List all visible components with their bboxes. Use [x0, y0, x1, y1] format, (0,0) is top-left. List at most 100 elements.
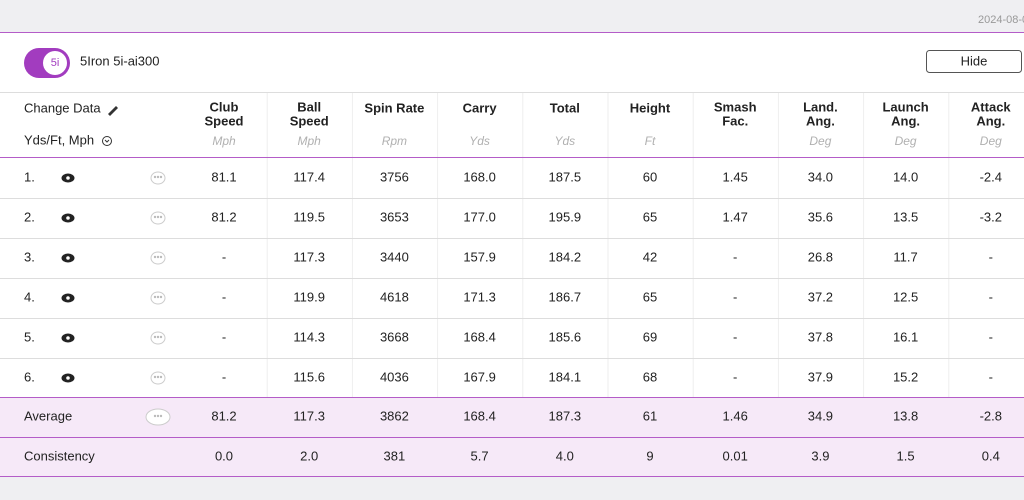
- group-icon-dot: [159, 335, 163, 339]
- cell: 81.1: [211, 169, 236, 184]
- cell: 117.3: [293, 249, 325, 264]
- group-icon-dot: [153, 375, 157, 379]
- summary-row: [0, 397, 1024, 437]
- group-icon-dot: [153, 175, 157, 179]
- cell: -2.4: [980, 169, 1002, 184]
- cell: -: [989, 289, 993, 304]
- eye-pupil: [66, 336, 70, 340]
- cell: 168.0: [463, 169, 496, 184]
- eye-pupil: [66, 256, 70, 260]
- badge: 5i: [51, 57, 60, 69]
- cell: 69: [643, 329, 657, 344]
- toggle-knob: [43, 51, 67, 75]
- cell: 5.7: [471, 448, 489, 463]
- cell: 3668: [380, 329, 409, 344]
- change-data[interactable]: Change Data: [24, 100, 101, 115]
- cell: 4618: [380, 289, 409, 304]
- column-header: Speed: [204, 113, 243, 128]
- cell: 35.6: [808, 209, 833, 224]
- summary-label: Consistency: [24, 448, 95, 463]
- column-header: Attack: [971, 99, 1012, 114]
- cell: 14.0: [893, 169, 918, 184]
- column-header: Ang.: [891, 113, 920, 128]
- hide-button[interactable]: [926, 50, 1022, 73]
- row-label: 1.: [24, 169, 35, 184]
- cell: -: [989, 329, 993, 344]
- cell: 3440: [380, 249, 409, 264]
- cell: 12.5: [893, 289, 918, 304]
- cell: 115.6: [293, 369, 325, 384]
- cell: 3862: [380, 408, 409, 423]
- group-icon-dot: [153, 295, 157, 299]
- column-header: Ang.: [806, 113, 835, 128]
- column-unit: Yds: [469, 134, 490, 148]
- cell: 61: [643, 408, 657, 423]
- cell: 9: [646, 448, 653, 463]
- cell: -: [222, 329, 226, 344]
- cell: 381: [384, 448, 406, 463]
- cell: 177.0: [463, 209, 496, 224]
- group-icon-dot: [159, 215, 163, 219]
- row-label: 4.: [24, 289, 35, 304]
- hide-button-label: Hide: [961, 53, 988, 68]
- cell: -3.2: [980, 209, 1002, 224]
- cell: 195.9: [549, 209, 582, 224]
- group-icon-dot: [153, 255, 157, 259]
- column-header: Ang.: [976, 113, 1005, 128]
- column-header: Height: [630, 100, 671, 115]
- summary-label: Average: [24, 408, 72, 423]
- group-icon-dot: [159, 175, 163, 179]
- cell: 37.9: [808, 369, 833, 384]
- cell: 16.1: [893, 329, 918, 344]
- pencil-icon: [108, 106, 118, 116]
- row-label: 6.: [24, 369, 35, 384]
- cell: 0.01: [723, 448, 748, 463]
- cell: 119.9: [293, 289, 325, 304]
- cell: -: [733, 249, 737, 264]
- column-unit: Ft: [645, 134, 656, 148]
- column-header: Total: [550, 100, 580, 115]
- column-header: Speed: [290, 113, 329, 128]
- group-icon-dot: [156, 375, 160, 379]
- date: 2024-08-0: [978, 14, 1024, 26]
- row-label: 2.: [24, 209, 35, 224]
- group-icon-dot: [153, 215, 157, 219]
- cell: 167.9: [463, 369, 496, 384]
- column-unit: Deg: [895, 134, 917, 148]
- cell: 34.0: [808, 169, 833, 184]
- column-unit: Rpm: [382, 134, 407, 148]
- column-header: Land.: [803, 99, 838, 114]
- cell: 11.7: [893, 249, 917, 264]
- chevron: [104, 139, 110, 143]
- cell: 15.2: [893, 369, 918, 384]
- cell: 81.2: [211, 408, 236, 423]
- column-header: Club: [210, 99, 239, 114]
- cell: -: [222, 249, 226, 264]
- group-icon-dot: [159, 295, 163, 299]
- group-icon-dot: [153, 335, 157, 339]
- group-icon-dot: [156, 175, 160, 179]
- cell: 119.5: [293, 209, 325, 224]
- column-header: Ball: [297, 99, 321, 114]
- column-header: Spin Rate: [364, 100, 424, 115]
- cell: 184.2: [549, 249, 582, 264]
- column-header: Fac.: [722, 113, 748, 128]
- units-select[interactable]: Yds/Ft, Mph: [24, 132, 94, 147]
- row-label: 5.: [24, 329, 35, 344]
- cell: 13.8: [893, 408, 918, 423]
- cell: 68: [643, 369, 657, 384]
- cell: 3653: [380, 209, 409, 224]
- cell: -: [733, 289, 737, 304]
- cell: 1.5: [897, 448, 915, 463]
- cell: 37.8: [808, 329, 833, 344]
- cell: 4.0: [556, 448, 574, 463]
- group-icon-dot: [156, 215, 160, 219]
- row-label: 3.: [24, 249, 35, 264]
- cell: -2.8: [980, 408, 1002, 423]
- cell: 0.4: [982, 448, 1000, 463]
- group-icon-dot: [156, 295, 160, 299]
- group-icon-dot: [153, 414, 157, 418]
- cell: -: [733, 329, 737, 344]
